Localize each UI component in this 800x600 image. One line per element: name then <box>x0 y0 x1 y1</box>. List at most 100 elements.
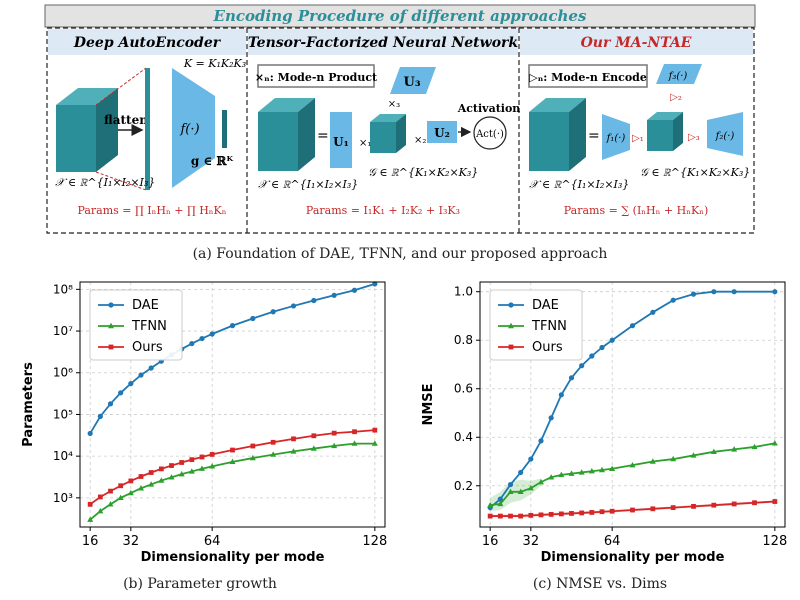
data-point <box>168 474 175 480</box>
legend-marker <box>108 322 114 329</box>
data-point <box>128 478 134 484</box>
data-point <box>158 477 165 483</box>
data-point <box>290 448 297 454</box>
data-point <box>199 465 205 471</box>
data-point <box>372 427 378 433</box>
data-point <box>352 429 357 435</box>
axes-frame <box>79 281 386 528</box>
dae-flat-vector <box>145 68 150 190</box>
dae-flatten-label: flatten <box>104 113 148 127</box>
data-point <box>579 510 585 516</box>
y-tick-label: 0.2 <box>454 479 473 493</box>
data-point <box>127 489 134 496</box>
legend-label-dae: DAE <box>532 298 559 313</box>
x-tick-label: 128 <box>762 534 787 549</box>
tfnn-u2-matrix <box>427 121 457 143</box>
y-tick-label: 0.6 <box>454 382 473 396</box>
data-point <box>87 516 94 522</box>
data-point <box>250 443 256 449</box>
series-ours <box>87 427 378 507</box>
ours-e3-label: ▷₃ <box>688 132 700 143</box>
tfnn-u1-matrix <box>330 112 352 168</box>
data-point <box>249 454 256 461</box>
x-axis-label: Dimensionality per mode <box>141 550 325 565</box>
data-point <box>609 508 615 514</box>
data-point <box>189 340 195 347</box>
data-point <box>772 499 778 504</box>
data-point <box>711 502 717 508</box>
data-point <box>771 440 778 446</box>
tfnn-g-tensor-label: 𝒢 ∈ ℝ^{K₁×K₂×K₃} <box>368 166 478 179</box>
ours-f3-label: f₃(·) <box>668 71 688 82</box>
dae-k-equation: K = K₁K₂K₃ <box>183 57 246 70</box>
ours-f1-encoder <box>602 114 630 160</box>
data-point <box>527 484 534 491</box>
x-tick-label: 64 <box>204 534 221 549</box>
data-point <box>188 468 195 474</box>
legend: DAE TFNN Ours <box>89 289 183 361</box>
y-tick-label: 10⁶ <box>53 366 73 380</box>
data-point <box>138 372 144 378</box>
data-point <box>291 436 296 442</box>
data-point <box>148 470 154 475</box>
data-point <box>107 401 114 407</box>
data-point <box>179 460 185 465</box>
data-point <box>371 440 378 446</box>
tfnn-legend-text: ×ₙ: Mode-n Product <box>255 71 378 84</box>
tfnn-params: Params = I₁K₁ + I₂K₂ + I₃K₃ <box>306 204 460 217</box>
data-point <box>528 512 534 518</box>
legend-label-dae: DAE <box>132 298 159 313</box>
data-point <box>629 461 636 468</box>
caption-b: (b) Parameter growth <box>123 576 277 592</box>
ours-f3-encoder <box>656 64 702 84</box>
ours-legend-text: ▷ₙ: Mode-n Encode <box>529 71 647 84</box>
data-point <box>711 289 717 295</box>
tfnn-input-cube <box>258 98 315 171</box>
y-tick-label: 0.4 <box>454 430 473 444</box>
data-point <box>670 505 676 510</box>
data-point <box>351 287 358 293</box>
data-point <box>670 455 677 462</box>
data-point <box>609 465 616 471</box>
parameter-growth-chart: 16 32 64 128 10³ 10⁴ 10⁵ 10⁶ 10⁷ 10⁸ Dimensionalit… <box>21 281 387 565</box>
data-point <box>331 430 337 436</box>
ours-e2-label: ▷₂ <box>670 92 682 103</box>
data-point <box>752 500 757 506</box>
data-point <box>599 344 605 351</box>
x-tick-label: 32 <box>523 534 540 549</box>
data-point <box>497 513 503 519</box>
y-tick-label: 10⁸ <box>53 282 73 296</box>
ours-x-tensor-label: 𝒳 ∈ ℝ^{I₁×I₂×I₃} <box>529 178 629 191</box>
legend-marker <box>108 302 114 308</box>
dae-input-cube <box>56 88 118 172</box>
data-point <box>148 365 154 371</box>
data-point <box>331 292 337 298</box>
data-point <box>649 458 656 464</box>
data-point <box>507 481 514 488</box>
data-point <box>311 433 317 439</box>
data-point <box>751 443 758 450</box>
data-point <box>97 507 104 514</box>
data-point <box>518 513 524 519</box>
data-point <box>772 289 778 295</box>
data-point <box>558 471 565 478</box>
data-point <box>507 488 514 495</box>
data-point <box>538 478 544 485</box>
data-point <box>690 452 697 458</box>
band-tfnn <box>490 478 541 512</box>
tfnn-u3-matrix <box>390 67 436 94</box>
data-point <box>508 513 513 519</box>
data-point <box>270 309 276 315</box>
series-tfnn <box>487 440 778 508</box>
data-point <box>487 513 493 519</box>
data-point <box>270 451 277 457</box>
caption-c: (c) NMSE vs. Dims <box>532 576 668 592</box>
y-axis-label: NMSE <box>421 383 436 425</box>
data-point <box>230 447 235 453</box>
series-line-dae <box>489 290 775 509</box>
data-point <box>650 309 656 315</box>
ours-legend-box <box>528 64 648 88</box>
data-point <box>199 335 205 342</box>
data-point <box>117 494 124 501</box>
data-point <box>148 481 155 487</box>
